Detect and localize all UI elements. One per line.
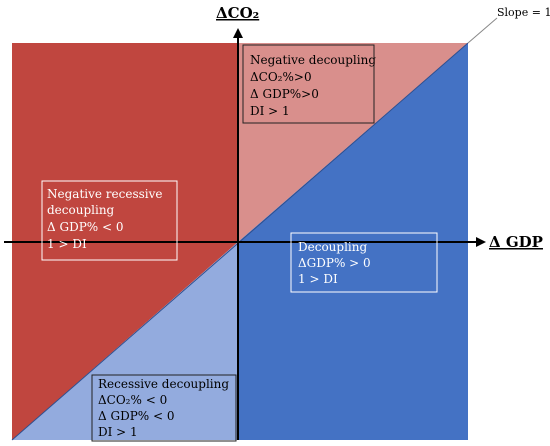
negative-decoupling-line-3: DI > 1 <box>250 104 290 118</box>
recessive-decoupling-line-1: ΔCO₂% < 0 <box>98 393 167 407</box>
negative-recessive-decoupling-title-2: decoupling <box>47 203 115 217</box>
negative-decoupling-title: Negative decoupling <box>250 53 376 67</box>
decoupling-line-2: 1 > DI <box>298 272 338 286</box>
decoupling-line-1: ΔGDP% > 0 <box>298 256 371 270</box>
negative-decoupling-box: Negative decoupling ΔCO₂%>0 Δ GDP%>0 DI … <box>242 44 376 124</box>
recessive-decoupling-line-2: Δ GDP% < 0 <box>98 409 174 423</box>
y-axis-label: ΔCO₂ <box>216 4 259 22</box>
decoupling-box: Decoupling ΔGDP% > 0 1 > DI <box>290 232 438 293</box>
slope-label: Slope = 1 <box>497 6 550 19</box>
recessive-decoupling-line-3: DI > 1 <box>98 425 138 439</box>
negative-decoupling-line-2: Δ GDP%>0 <box>250 87 319 101</box>
negative-recessive-decoupling-line-2: 1 > DI <box>47 237 87 251</box>
negative-decoupling-frame <box>242 44 375 124</box>
negative-decoupling-line-1: ΔCO₂%>0 <box>250 70 312 84</box>
recessive-decoupling-box: Recessive decoupling ΔCO₂% < 0 Δ GDP% < … <box>91 374 237 442</box>
negative-recessive-decoupling-line-1: Δ GDP% < 0 <box>47 220 123 234</box>
negative-recessive-decoupling-title-1: Negative recessive <box>47 187 163 201</box>
x-axis-label: Δ GDP <box>489 233 543 251</box>
decoupling-frame <box>290 232 438 293</box>
recessive-decoupling-frame <box>91 374 237 442</box>
slope-leader-line <box>467 17 498 44</box>
negative-recessive-decoupling-box: Negative recessive decoupling Δ GDP% < 0… <box>41 180 178 261</box>
recessive-decoupling-title: Recessive decoupling <box>98 377 229 391</box>
decoupling-title: Decoupling <box>298 240 367 254</box>
negative-recessive-decoupling-frame <box>41 180 178 261</box>
